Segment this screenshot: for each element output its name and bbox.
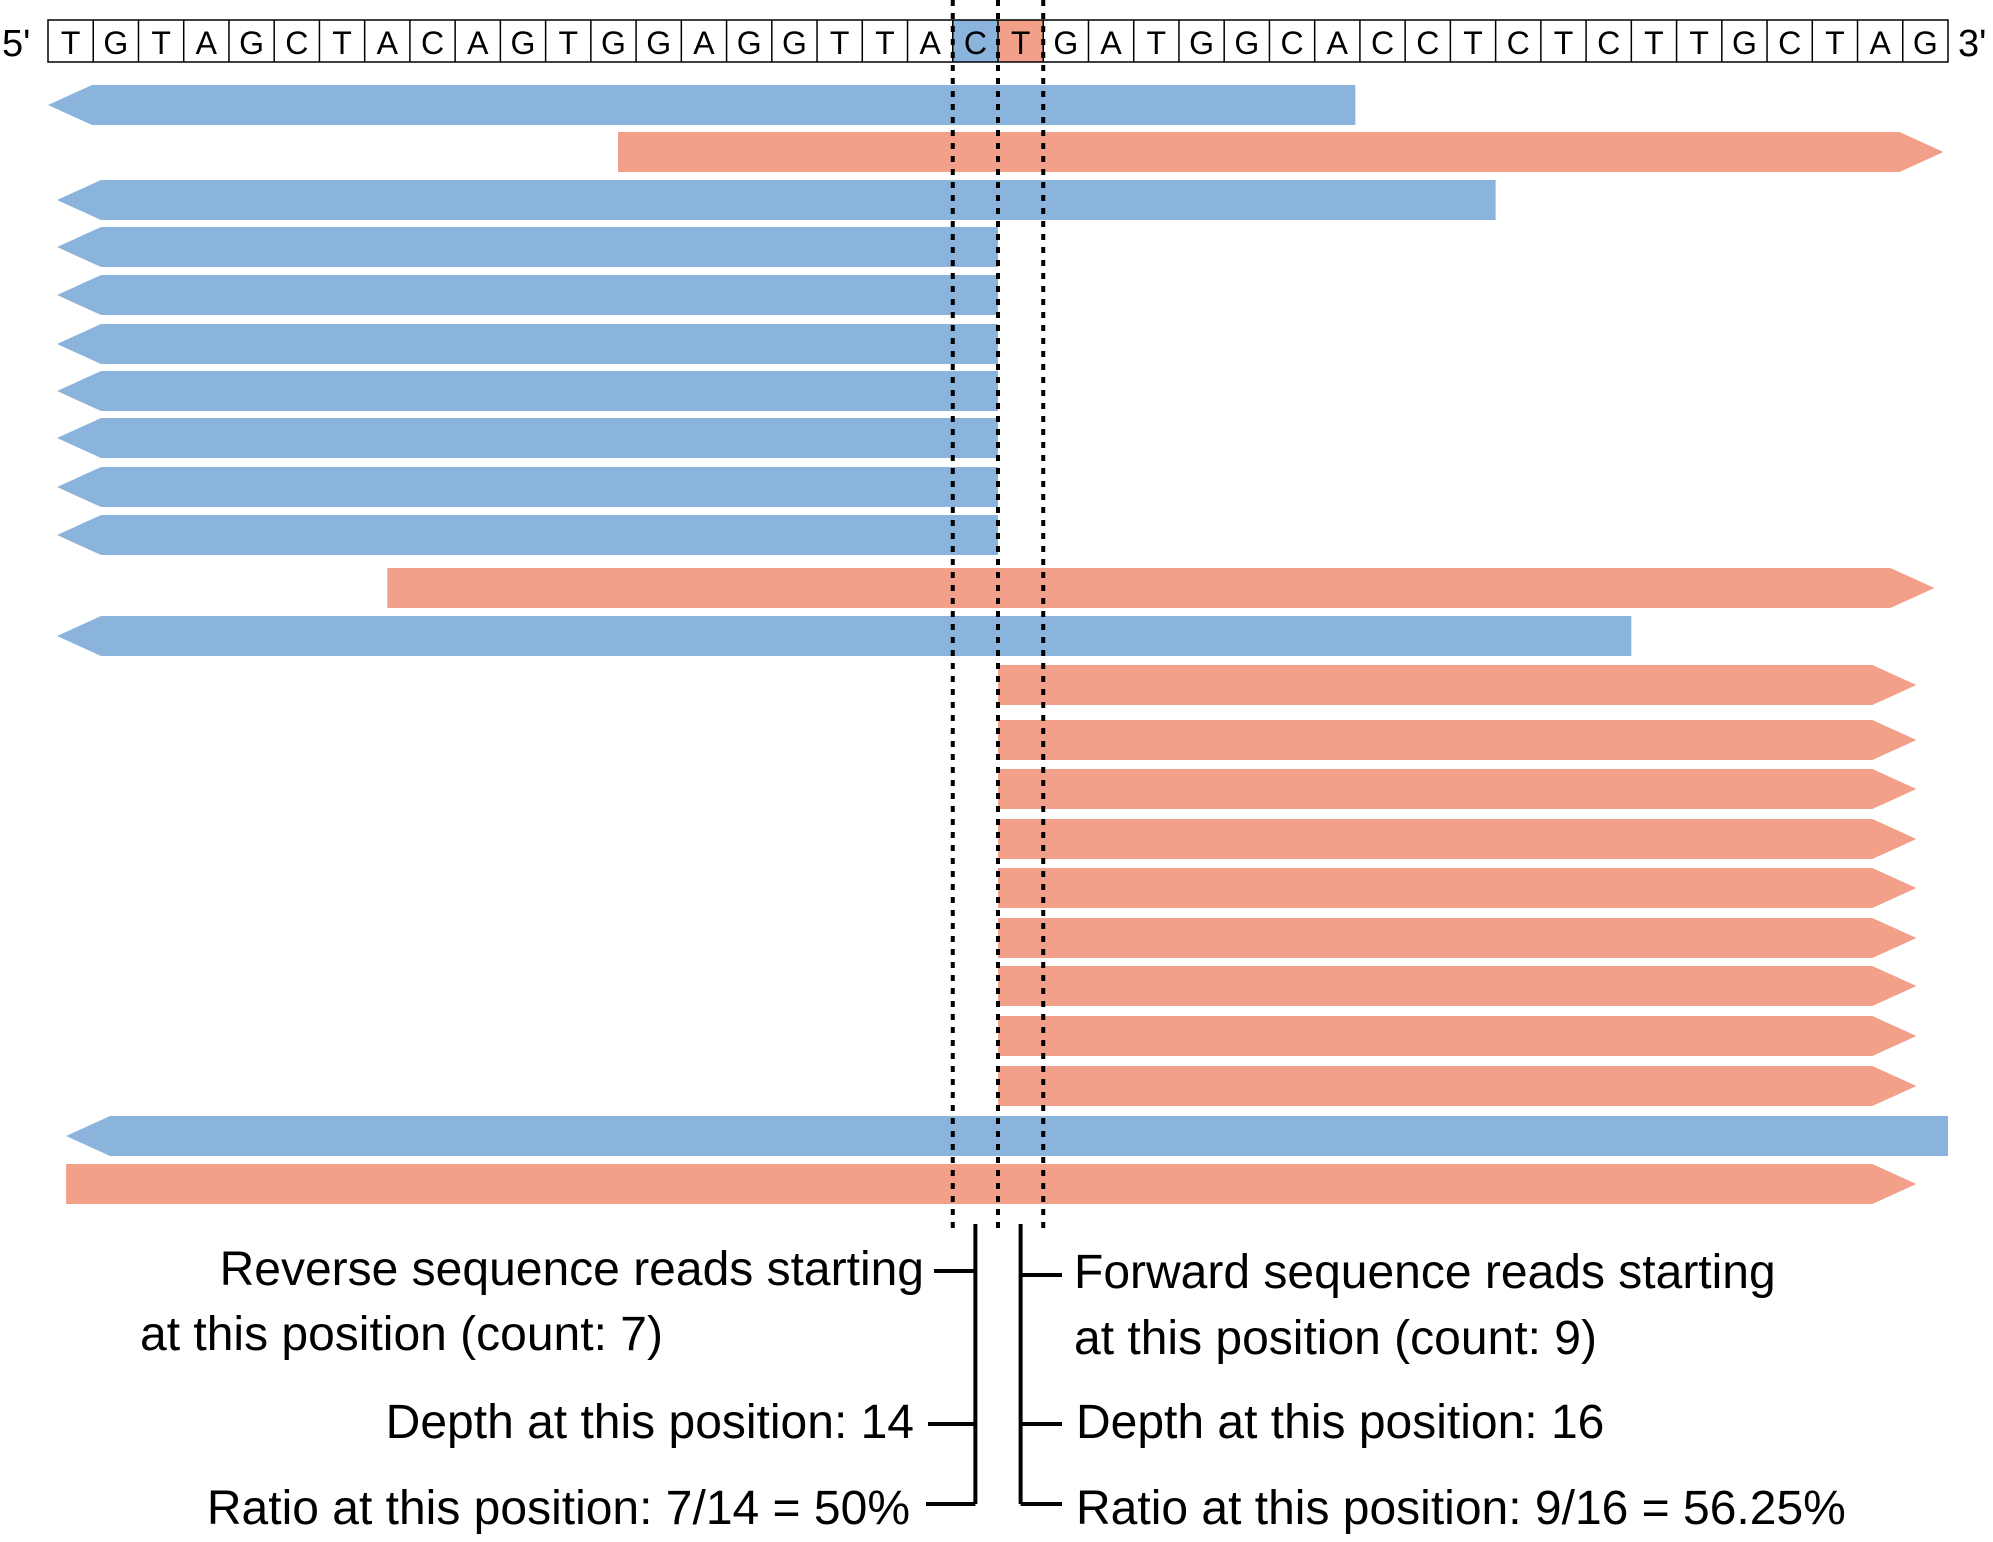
- base-letter: G: [103, 25, 128, 61]
- reverse-read-5: [57, 275, 999, 315]
- forward-reads-label-line1: Forward sequence reads starting: [1074, 1246, 1776, 1299]
- forward-read-17: [998, 868, 1917, 908]
- base-letter: T: [61, 25, 81, 61]
- base-letter: G: [1053, 25, 1078, 61]
- base-letter: A: [693, 25, 715, 61]
- reverse-read-3: [57, 180, 1496, 220]
- left-annotations: Reverse sequence reads starting at this …: [140, 1243, 924, 1535]
- five-prime-label: 5': [2, 23, 30, 65]
- right-annotations: Forward sequence reads starting at this …: [1074, 1246, 1846, 1535]
- base-letter: G: [239, 25, 264, 61]
- base-letter: T: [1644, 25, 1664, 61]
- base-letter: A: [1327, 25, 1349, 61]
- forward-reads-label-line2: at this position (count: 9): [1074, 1312, 1597, 1365]
- base-letter: T: [875, 25, 895, 61]
- base-letter: G: [1732, 25, 1757, 61]
- base-letter: C: [1371, 25, 1394, 61]
- forward-read-18: [998, 918, 1917, 958]
- base-letter: G: [1913, 25, 1938, 61]
- base-letter: C: [285, 25, 308, 61]
- base-letter: G: [601, 25, 626, 61]
- base-letter: C: [421, 25, 444, 61]
- base-letter: G: [1234, 25, 1259, 61]
- base-letter: C: [964, 25, 987, 61]
- forward-read-2: [618, 132, 1944, 172]
- base-letter: T: [332, 25, 352, 61]
- reverse-read-4: [57, 227, 999, 267]
- forward-read-21: [998, 1066, 1917, 1106]
- base-letter: T: [1147, 25, 1167, 61]
- position-boundaries: [950, 0, 1046, 1228]
- reverse-reads-label-line2: at this position (count: 7): [140, 1308, 663, 1361]
- base-letter: A: [1100, 25, 1122, 61]
- forward-depth-label: Depth at this position: 16: [1076, 1396, 1604, 1449]
- base-letter: T: [1011, 25, 1031, 61]
- base-letter: A: [1869, 25, 1891, 61]
- base-letter: T: [1463, 25, 1483, 61]
- reverse-depth-label: Depth at this position: 14: [386, 1396, 914, 1449]
- reverse-read-8: [57, 418, 999, 458]
- base-letter: C: [1280, 25, 1303, 61]
- highlighted-base-reverse: [952, 20, 998, 62]
- base-letter: A: [467, 25, 489, 61]
- base-letter: T: [558, 25, 578, 61]
- reverse-read-1: [48, 85, 1356, 125]
- reverse-ratio-label: Ratio at this position: 7/14 = 50%: [207, 1482, 910, 1535]
- highlighted-bases: [952, 20, 1044, 62]
- forward-read-20: [998, 1016, 1917, 1056]
- forward-read-11: [387, 568, 1935, 608]
- base-letter: T: [830, 25, 850, 61]
- base-letter: T: [1689, 25, 1709, 61]
- base-letter: G: [511, 25, 536, 61]
- forward-read-14: [998, 720, 1917, 760]
- reverse-read-10: [57, 515, 999, 555]
- reverse-read-6: [57, 324, 999, 364]
- forward-ratio-label: Ratio at this position: 9/16 = 56.25%: [1076, 1482, 1846, 1535]
- sequence-reads: [48, 85, 1949, 1204]
- forward-read-23: [66, 1164, 1917, 1204]
- base-letter: G: [737, 25, 762, 61]
- annotation-brackets: [926, 1224, 1062, 1506]
- base-letter: G: [1189, 25, 1214, 61]
- forward-read-13: [998, 665, 1917, 705]
- base-letter: A: [919, 25, 941, 61]
- highlighted-base-forward: [998, 20, 1044, 62]
- base-letter: T: [151, 25, 171, 61]
- forward-read-15: [998, 769, 1917, 809]
- base-letter: T: [1825, 25, 1845, 61]
- base-letter: A: [196, 25, 218, 61]
- reverse-read-9: [57, 467, 999, 507]
- base-letter: G: [782, 25, 807, 61]
- reverse-reads-label-line1: Reverse sequence reads starting: [220, 1243, 924, 1296]
- base-letter: C: [1416, 25, 1439, 61]
- reverse-read-12: [57, 616, 1632, 656]
- three-prime-label: 3': [1958, 23, 1986, 65]
- reverse-read-7: [57, 371, 999, 411]
- base-letter: T: [1554, 25, 1574, 61]
- base-letter: A: [377, 25, 399, 61]
- base-letter: C: [1778, 25, 1801, 61]
- reverse-read-22: [66, 1116, 1949, 1156]
- base-letter: C: [1597, 25, 1620, 61]
- forward-read-19: [998, 966, 1917, 1006]
- base-letter: G: [646, 25, 671, 61]
- base-letter: C: [1507, 25, 1530, 61]
- forward-read-16: [998, 819, 1917, 859]
